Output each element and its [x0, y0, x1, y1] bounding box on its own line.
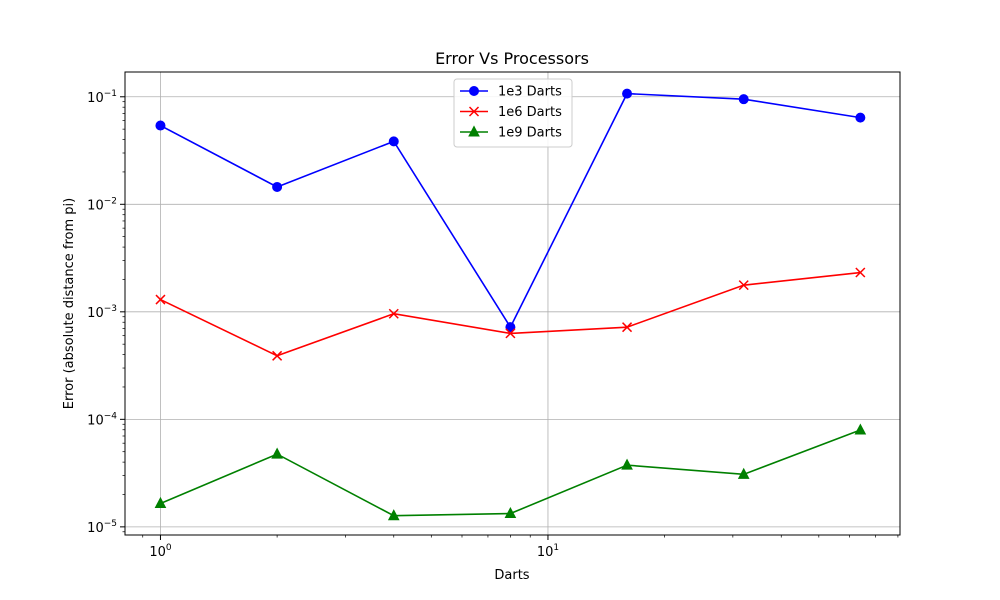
data-point: [622, 322, 633, 333]
data-point: [505, 322, 516, 333]
series-layer: [154, 88, 867, 521]
chart-title: Error Vs Processors: [435, 49, 589, 68]
data-point: [504, 506, 517, 519]
y-axis-title: Error (absolute distance from pi): [62, 198, 77, 409]
data-point: [738, 280, 749, 291]
legend-marker: [468, 125, 480, 137]
data-point: [505, 328, 516, 339]
legend-item: 1e6 Darts: [460, 105, 562, 120]
data-point: [855, 112, 866, 123]
data-point: [272, 350, 283, 361]
data-point: [155, 294, 166, 305]
x-tick-label: 100: [149, 543, 172, 560]
legend-box: [453, 78, 573, 148]
data-point: [387, 509, 400, 521]
data-point: [855, 267, 866, 278]
legend-marker: [468, 106, 480, 117]
series-2: [155, 267, 866, 361]
axis-ticks: 100 101 10−5 10−4 10−3 10−2 10−1: [87, 89, 899, 560]
y-tick-label: 10−4: [87, 411, 117, 428]
x-axis-title: Darts: [494, 568, 529, 583]
data-point: [272, 181, 283, 192]
legend-label: 1e6 Darts: [498, 105, 562, 120]
data-point: [622, 88, 633, 99]
y-tick-label: 10−1: [87, 89, 117, 106]
x-tick-label: 101: [537, 543, 559, 560]
legend-label: 1e3 Darts: [498, 85, 562, 100]
data-point: [737, 467, 750, 479]
data-point: [271, 447, 283, 459]
legend-label: 1e9 Darts: [498, 126, 562, 141]
y-tick-label: 10−3: [87, 304, 117, 321]
grid: [125, 72, 900, 535]
y-tick-label: 10−2: [87, 196, 117, 213]
data-point: [738, 94, 749, 105]
legend-marker: [469, 86, 479, 96]
y-tick-label: 10−5: [87, 519, 117, 536]
data-point: [854, 423, 867, 435]
legend-item: 1e3 Darts: [460, 85, 562, 100]
series-3: [154, 423, 867, 521]
data-point: [621, 458, 633, 470]
legend: 1e3 Darts 1e6 Darts 1e9 Darts: [453, 78, 573, 148]
data-point: [388, 308, 399, 319]
plot-area-frame: [124, 71, 901, 536]
legend-item: 1e9 Darts: [460, 125, 562, 141]
data-point: [154, 496, 167, 508]
series-1: [155, 88, 866, 333]
data-point: [155, 120, 166, 131]
data-point: [388, 136, 399, 147]
